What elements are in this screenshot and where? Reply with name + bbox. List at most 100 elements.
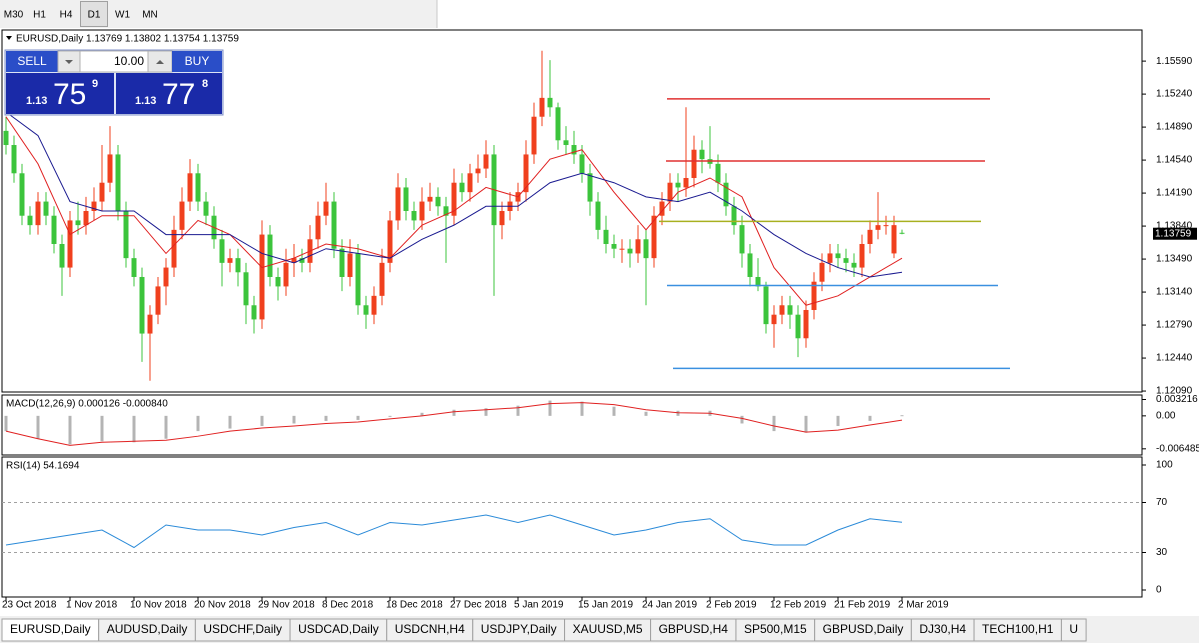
candle-body (427, 196, 433, 202)
tab-label[interactable]: XAUUSD,M5 (573, 622, 643, 636)
candle-body (899, 232, 905, 234)
candle-body (411, 211, 417, 221)
timeframe-label[interactable]: H1 (33, 10, 46, 21)
y-tick-label: -0.006485 (1156, 443, 1199, 454)
macd-bar (36, 415, 40, 439)
lot-value[interactable]: 10.00 (114, 54, 144, 68)
timeframe-label[interactable]: D1 (88, 10, 101, 21)
timeframe-button[interactable] (27, 1, 52, 27)
candle-body (443, 206, 449, 216)
macd-bar (260, 415, 264, 427)
candle-body (827, 253, 833, 263)
candle-body (771, 314, 777, 325)
candle-body (235, 258, 241, 273)
x-tick-label: 5 Jan 2019 (514, 600, 564, 611)
x-tick-label: 18 Dec 2018 (386, 600, 443, 611)
tab[interactable] (1060, 618, 1087, 642)
sell-button[interactable] (6, 51, 58, 72)
candle-body (363, 305, 369, 315)
candle-body (139, 276, 145, 334)
tab-label[interactable]: AUDUSD,Daily (107, 622, 188, 636)
bid-pips: 75 (53, 78, 86, 111)
candle-body (99, 182, 105, 202)
x-tick-label: 10 Nov 2018 (130, 600, 187, 611)
tab-label[interactable]: U (1069, 622, 1078, 636)
macd-bar (228, 415, 232, 429)
candle-body (379, 262, 385, 296)
x-tick-label: 15 Jan 2019 (578, 600, 633, 611)
tab-label[interactable]: DJ30,H4 (919, 622, 966, 636)
candle-body (355, 253, 361, 306)
candle-body (659, 201, 665, 216)
ask-box[interactable] (116, 73, 222, 114)
candle-body (107, 154, 113, 183)
candle-body (819, 262, 825, 282)
candle-body (195, 173, 201, 202)
timeframe-button[interactable] (137, 1, 163, 27)
candle-body (883, 225, 889, 227)
tab-label[interactable]: SP500,M15 (744, 622, 807, 636)
macd-bar (676, 410, 680, 416)
timeframe-button[interactable] (108, 1, 137, 27)
candle-body (835, 253, 841, 259)
candle-body (123, 211, 129, 259)
macd-bar (484, 408, 488, 416)
candle-body (755, 276, 761, 287)
candle-body (843, 258, 849, 263)
y-tick-label: 70 (1156, 497, 1168, 508)
x-tick-label: 24 Jan 2019 (642, 600, 697, 611)
y-tick-label: 1.14540 (1156, 155, 1193, 166)
candle-body (859, 243, 865, 268)
candle-body (483, 154, 489, 169)
timeframe-button[interactable] (52, 1, 80, 27)
price-tag (1153, 227, 1197, 240)
macd-signal (5, 402, 903, 446)
x-tick-label: 20 Nov 2018 (194, 600, 251, 611)
macd-bar (900, 415, 904, 417)
sell-label[interactable]: SELL (17, 54, 47, 68)
buy-label[interactable]: BUY (185, 54, 210, 68)
tab-label[interactable]: GBPUSD,H4 (659, 622, 729, 636)
timeframe-label[interactable]: W1 (115, 10, 130, 21)
macd-bar (548, 400, 552, 416)
candle-body (251, 305, 257, 320)
y-tick-label: 0.003216 (1156, 394, 1198, 405)
candle-body (571, 145, 577, 155)
buy-button[interactable] (172, 51, 222, 72)
y-tick-label: 1.13490 (1156, 254, 1193, 265)
tab-label[interactable]: USDCHF,Daily (203, 622, 282, 636)
timeframe-label[interactable]: M30 (4, 10, 24, 21)
candle-body (387, 220, 393, 263)
panel-frame (1, 456, 1143, 598)
timeframe-button[interactable] (0, 1, 27, 27)
macd-bar (804, 415, 808, 433)
candle-body (795, 314, 801, 339)
timeframe-label[interactable]: H4 (60, 10, 73, 21)
tab-label[interactable]: GBPUSD,Daily (823, 622, 904, 636)
candle-body (811, 281, 817, 310)
candle-body (67, 220, 73, 268)
bid-box[interactable] (6, 73, 114, 114)
tab-label[interactable]: EURUSD,Daily (10, 622, 91, 636)
tab-label[interactable]: USDCAD,Daily (298, 622, 379, 636)
candle-body (587, 173, 593, 202)
candle-body (315, 215, 321, 240)
candle-body (595, 201, 601, 230)
candle-body (179, 201, 185, 230)
tab-label[interactable]: USDJPY,Daily (481, 622, 557, 636)
timeframe-button[interactable] (80, 1, 108, 27)
tab-label[interactable]: TECH100,H1 (982, 622, 1054, 636)
macd-bar (132, 415, 136, 443)
candle-body (747, 253, 753, 277)
timeframe-label[interactable]: MN (142, 10, 158, 21)
candle-body (891, 225, 897, 254)
macd-bar (516, 405, 520, 416)
candle-body (115, 154, 121, 211)
macd-bar (836, 415, 840, 427)
candle-body (875, 225, 881, 230)
candle-body (435, 196, 441, 207)
x-tick-label: 2 Feb 2019 (706, 600, 757, 611)
candle-body (539, 97, 545, 117)
y-tick-label: 1.13840 (1156, 221, 1193, 232)
tab-label[interactable]: USDCNH,H4 (395, 622, 465, 636)
